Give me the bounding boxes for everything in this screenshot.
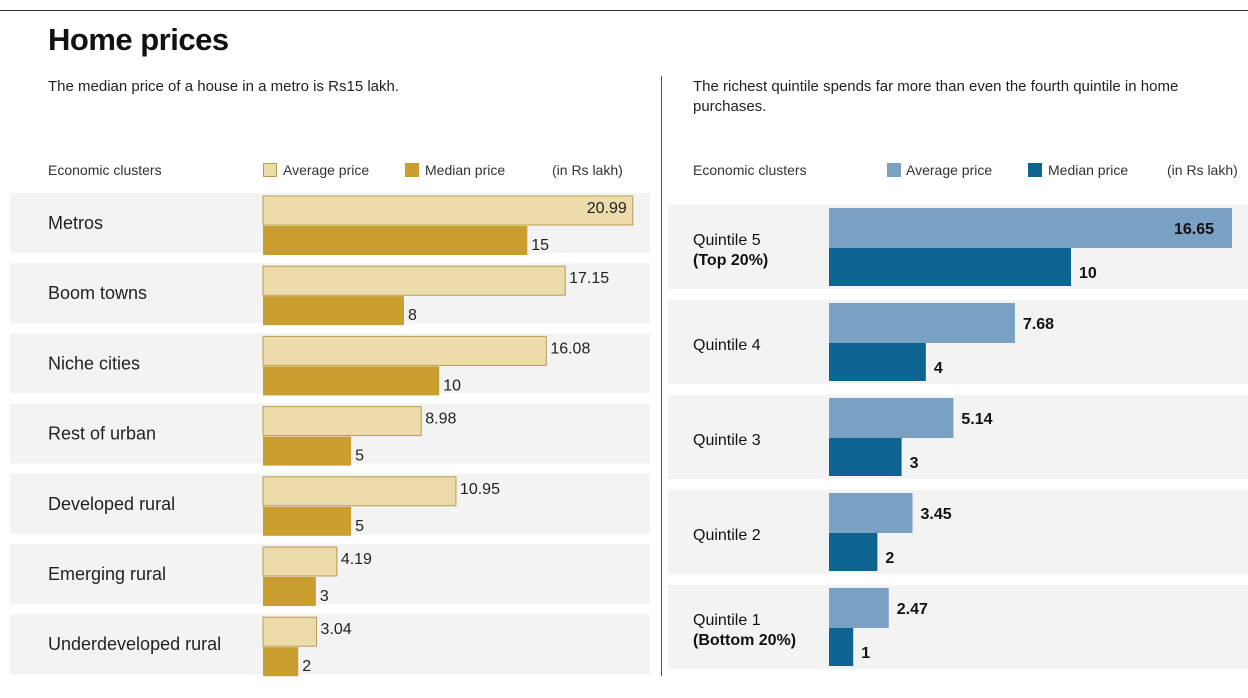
bar-median (829, 438, 902, 476)
bar-median (263, 577, 316, 606)
value-label: 3.04 (321, 621, 352, 638)
value-label: 5.14 (961, 411, 992, 428)
category-label: Niche cities (48, 353, 140, 373)
bar-median (829, 248, 1072, 286)
left-legend-average-label: Average price (283, 162, 370, 178)
bar-average (829, 493, 913, 533)
value-label: 10.95 (460, 481, 500, 498)
value-label: 8.98 (425, 411, 456, 428)
bar-average (262, 546, 338, 577)
right-legend-median-swatch (1028, 163, 1042, 177)
value-label: 20.99 (587, 200, 627, 217)
panel-divider (661, 76, 662, 676)
right-unit-label: (in Rs lakh) (1167, 162, 1238, 178)
bar-average (829, 303, 1015, 343)
category-label: Underdeveloped rural (48, 634, 221, 654)
top-rule (0, 10, 1248, 11)
category-label: Quintile 3 (693, 432, 761, 449)
left-legend-average-swatch (263, 163, 277, 177)
bar-median (829, 628, 854, 666)
category-label: Rest of urban (48, 424, 156, 444)
category-label: Quintile 5 (693, 232, 761, 249)
left-legend-median-label: Median price (425, 162, 506, 178)
bar-average (262, 335, 547, 366)
bar-median (263, 647, 299, 677)
right-legend-median-label: Median price (1048, 162, 1129, 178)
category-label: Developed rural (48, 494, 175, 514)
row-background (10, 614, 650, 675)
row-background (668, 490, 1248, 574)
value-label: 5 (355, 448, 364, 465)
category-label: Quintile 4 (693, 337, 761, 354)
bar-average (262, 616, 318, 647)
value-label: 16.08 (550, 340, 590, 357)
value-label: 7.68 (1023, 316, 1054, 333)
category-label: (Top 20%) (693, 252, 768, 269)
right-category-header: Economic clusters (693, 162, 807, 178)
value-label: 16.65 (1174, 221, 1214, 238)
bar-average (262, 195, 634, 226)
left-unit-label: (in Rs lakh) (552, 162, 623, 178)
left-category-header: Economic clusters (48, 162, 162, 178)
value-label: 10 (443, 377, 461, 394)
row-background (668, 395, 1248, 479)
bar-median (829, 533, 878, 571)
row-background (668, 585, 1248, 669)
bar-median (263, 506, 352, 536)
value-label: 15 (531, 237, 549, 254)
bar-median (263, 436, 352, 466)
category-label: Quintile 2 (693, 527, 761, 544)
right-legend-average-swatch (887, 163, 901, 177)
value-label: 8 (408, 307, 417, 324)
bar-median (263, 366, 440, 396)
bar-median (263, 296, 404, 326)
bar-average (829, 588, 889, 628)
category-label: Emerging rural (48, 564, 166, 584)
bar-median (829, 343, 926, 381)
right-legend-average-label: Average price (906, 162, 993, 178)
value-label: 3 (910, 455, 919, 472)
bar-average (829, 208, 1232, 248)
bar-average (262, 476, 457, 507)
value-label: 2 (302, 658, 311, 675)
value-label: 3 (320, 588, 329, 605)
value-label: 1 (861, 645, 870, 662)
right-chart-subtitle: The richest quintile spends far more tha… (693, 78, 1179, 115)
value-label: 2.47 (897, 601, 928, 618)
value-label: 10 (1079, 265, 1097, 282)
page-title: Home prices (48, 22, 229, 57)
value-label: 4 (934, 360, 943, 377)
bar-average (262, 265, 566, 296)
left-chart-subtitle: The median price of a house in a metro i… (48, 78, 400, 95)
bar-average (262, 406, 422, 437)
left-legend-median-swatch (405, 163, 419, 177)
value-label: 3.45 (921, 506, 952, 523)
category-label: Metros (48, 213, 103, 233)
category-label: Boom towns (48, 283, 147, 303)
value-label: 4.19 (341, 551, 372, 568)
value-label: 2 (885, 550, 894, 567)
value-label: 5 (355, 518, 364, 535)
category-label: (Bottom 20%) (693, 632, 796, 649)
category-label: Quintile 1 (693, 612, 761, 629)
value-label: 17.15 (569, 270, 609, 287)
bar-median (263, 226, 528, 255)
bar-average (829, 398, 954, 438)
